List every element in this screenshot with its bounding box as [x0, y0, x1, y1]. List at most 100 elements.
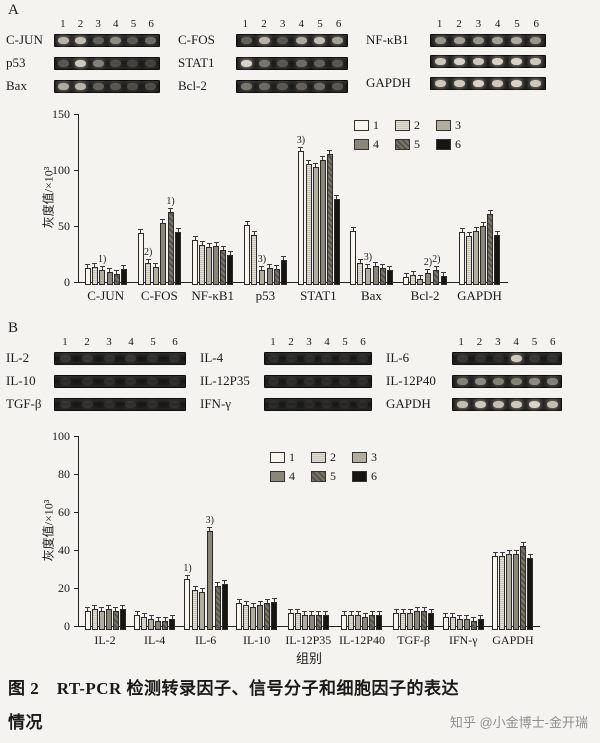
error-bar-stem — [419, 276, 421, 280]
bar — [199, 244, 206, 285]
bar — [348, 614, 355, 630]
bar — [414, 611, 421, 630]
category-label: p53 — [255, 288, 276, 303]
gel-band — [332, 36, 344, 44]
bar — [273, 269, 280, 285]
bar — [466, 235, 473, 285]
error-bar-stem — [430, 609, 432, 613]
bar — [280, 260, 287, 285]
bar-group: NF-κB1 — [191, 114, 234, 304]
error-bar-cap — [162, 616, 168, 618]
gel-band — [435, 36, 446, 44]
bar-wrap — [214, 582, 221, 630]
gel-band — [58, 36, 70, 44]
bar — [456, 618, 463, 630]
y-tick-mark — [74, 474, 78, 475]
bar-group: IL-4 — [134, 436, 176, 648]
legend-item: 5 — [311, 469, 336, 484]
bar — [236, 603, 243, 630]
gel-row: IL-6 — [386, 350, 562, 366]
gel-row: IFN-γ — [200, 396, 372, 412]
bar-wrap — [456, 614, 463, 630]
bar-wrap — [250, 603, 257, 630]
gel-band — [546, 400, 558, 408]
gel-strip — [452, 351, 562, 365]
bar-wrap — [480, 221, 487, 285]
bar-wrap — [333, 194, 340, 285]
gel-band — [285, 354, 297, 362]
y-tick-label: 20 — [58, 581, 70, 595]
error-bar-cap — [114, 269, 120, 271]
bar-wrap — [506, 550, 513, 630]
error-bar-stem — [480, 615, 482, 619]
gel-band — [103, 377, 115, 385]
error-bar-stem — [325, 611, 327, 615]
lane-number: 4 — [513, 336, 519, 348]
bar — [91, 267, 98, 285]
error-bar-cap — [92, 263, 97, 265]
bar-wrap — [220, 246, 227, 285]
bar-wrap — [257, 601, 264, 630]
gel-band — [277, 59, 289, 67]
gel-band — [332, 82, 344, 90]
category-label: Bcl-2 — [410, 288, 440, 303]
lane-number: 5 — [531, 336, 538, 348]
error-bar-stem — [445, 613, 447, 617]
bar — [473, 231, 480, 285]
x-axis-label: 组别 — [295, 651, 322, 666]
bar — [145, 262, 152, 285]
gel-band — [258, 59, 270, 67]
error-bar-stem — [475, 228, 477, 232]
category-label: GAPDH — [457, 288, 502, 303]
lane-number: 2 — [84, 336, 90, 348]
error-bar-stem — [201, 589, 203, 592]
bar — [105, 609, 112, 630]
error-bar-cap — [520, 542, 526, 544]
error-bar-cap — [443, 612, 449, 614]
bar-wrap — [206, 242, 213, 285]
y-tick-mark — [74, 588, 78, 589]
gel-band — [285, 400, 297, 408]
bar — [308, 614, 315, 630]
gel-band — [127, 59, 139, 67]
bar-wrap — [105, 605, 112, 630]
gel-band — [240, 36, 252, 44]
error-bar-cap — [362, 612, 368, 614]
gel-band — [127, 36, 139, 44]
bar-annotation: 2) — [423, 256, 433, 268]
gel-band — [511, 79, 522, 87]
bar-wrap — [236, 599, 243, 630]
category-label: IL-12P40 — [338, 633, 385, 647]
bar — [319, 159, 326, 285]
error-bar-stem — [246, 221, 248, 225]
error-bar-stem — [343, 611, 345, 615]
error-bar-stem — [322, 156, 324, 160]
y-tick-mark — [74, 226, 78, 227]
gel-row: C-FOS — [178, 32, 348, 48]
error-bar-stem — [300, 147, 302, 151]
gel-band — [338, 354, 350, 362]
bar-wrap — [175, 228, 182, 285]
error-bar-stem — [378, 611, 380, 615]
bar-wrap — [414, 607, 421, 630]
bar-cluster — [287, 440, 329, 630]
error-bar-stem — [194, 237, 196, 241]
gel-band — [510, 400, 522, 408]
bar — [424, 272, 431, 285]
gel-label: GAPDH — [386, 396, 431, 411]
bar-wrap — [400, 608, 407, 630]
gel-label: IL-2 — [6, 350, 30, 365]
error-bar-cap — [334, 194, 340, 196]
bar — [250, 607, 257, 630]
error-bar-cap — [393, 608, 399, 610]
bar-wrap — [348, 610, 355, 630]
gel-band — [127, 82, 139, 90]
error-bar-stem — [217, 583, 218, 587]
y-tick-mark — [74, 512, 78, 513]
error-bar-stem — [367, 265, 369, 269]
legend-swatch — [354, 120, 369, 131]
error-bar-cap — [244, 220, 250, 222]
gel-label: TGF-β — [6, 396, 42, 411]
